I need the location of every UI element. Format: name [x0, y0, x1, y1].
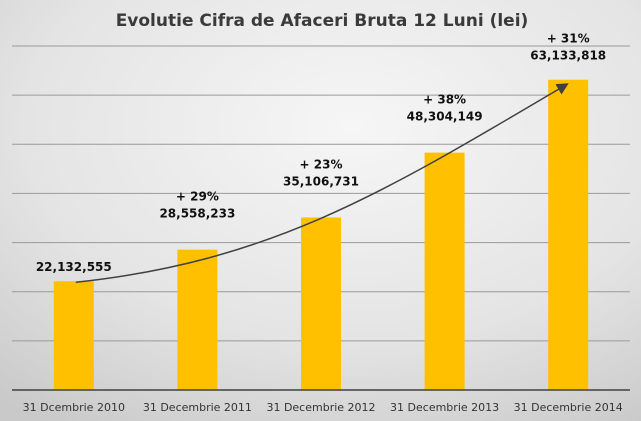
growth-label: + 31% [547, 32, 590, 46]
x-tick-label: 31 Decembrie 2014 [514, 401, 623, 414]
bar [53, 281, 94, 390]
value-label: 63,133,818 [530, 49, 606, 63]
growth-label: + 29% [176, 190, 219, 204]
chart-title: Evolutie Cifra de Afaceri Bruta 12 Luni … [116, 11, 529, 31]
value-label: 22,132,555 [36, 260, 112, 274]
value-label: 35,106,731 [283, 174, 359, 188]
x-tick-label: 31 Decembrie 2013 [390, 401, 499, 414]
x-tick-label: 31 Dcembrie 2010 [23, 401, 125, 414]
bar [177, 249, 218, 390]
growth-label: + 38% [423, 93, 466, 107]
bar [424, 152, 465, 390]
x-tick-label: 31 Decembrie 2012 [266, 401, 375, 414]
x-tick-label: 31 Decembrie 2011 [143, 401, 252, 414]
growth-label: + 23% [300, 157, 343, 171]
trend-arrow [75, 83, 569, 283]
value-label: 48,304,149 [407, 110, 483, 124]
value-label: 28,558,233 [159, 207, 235, 221]
bar [301, 217, 341, 390]
bar [548, 79, 589, 391]
